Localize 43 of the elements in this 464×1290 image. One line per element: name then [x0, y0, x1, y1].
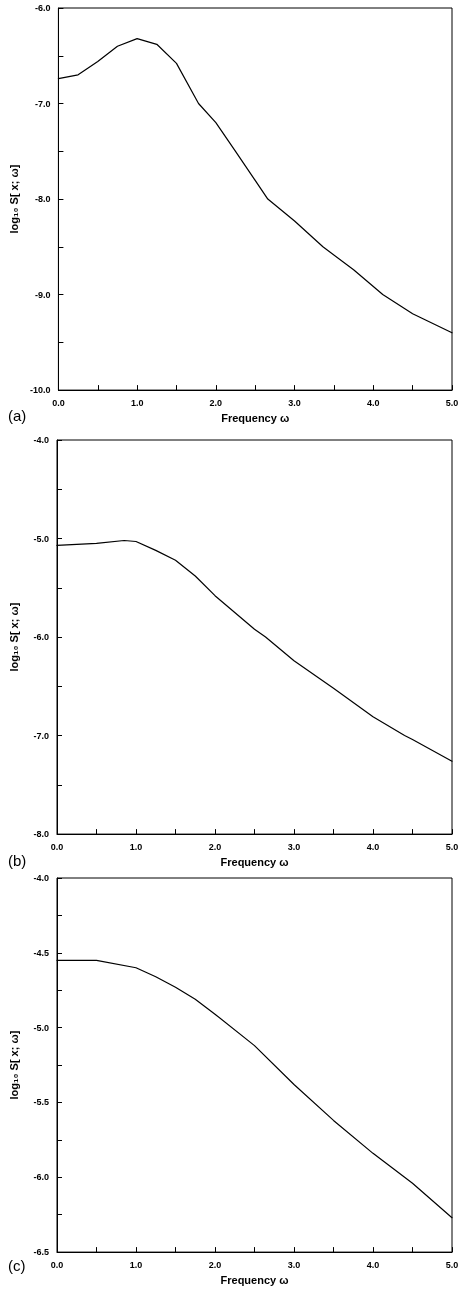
y-tick-label: -8.0 — [33, 829, 49, 840]
x-tick-label: 3.0 — [287, 841, 301, 852]
x-tick-label: 0.0 — [50, 841, 64, 852]
x-tick-label: 4.0 — [366, 1259, 380, 1270]
x-axis-title: Frequency ω — [221, 411, 290, 424]
x-tick-label: 2.0 — [208, 1259, 222, 1270]
y-axis-title: log₁₀ S[ x; ω] — [7, 164, 20, 234]
y-tick-label: -7.0 — [33, 730, 49, 741]
x-tick-label: 4.0 — [367, 397, 380, 408]
x-axis-title: Frequency ω — [220, 855, 289, 868]
x-tick-label: 3.0 — [287, 1259, 301, 1270]
x-tick-label: 2.0 — [208, 841, 222, 852]
x-tick-label: 0.0 — [50, 1259, 64, 1270]
x-tick-label: 0.0 — [52, 397, 65, 408]
x-tick-label: 4.0 — [366, 841, 380, 852]
x-tick-label: 1.0 — [130, 397, 144, 408]
text: (a) — [8, 407, 27, 424]
y-axis-title: log₁₀ S[ x; ω] — [7, 1030, 20, 1100]
x-axis-title: Frequency ω — [220, 1273, 289, 1286]
y-tick-label: -4.5 — [33, 947, 49, 958]
y-tick-label: -6.0 — [33, 1172, 49, 1183]
y-tick-label: -7.0 — [34, 98, 51, 109]
y-tick-label: -6.0 — [33, 632, 49, 643]
y-tick-label: -6.5 — [33, 1247, 49, 1258]
y-tick-label: -8.0 — [34, 194, 51, 205]
x-tick-label: 3.0 — [288, 397, 301, 408]
y-tick-label: -9.0 — [34, 289, 51, 300]
x-tick-label: 5.0 — [445, 397, 459, 408]
y-tick-label: -5.0 — [33, 1022, 49, 1033]
y-axis-title: log₁₀ S[ x; ω] — [7, 602, 20, 672]
y-tick-label: -6.0 — [34, 3, 51, 13]
x-tick-label: 5.0 — [445, 841, 459, 852]
y-tick-label: -5.0 — [33, 533, 49, 544]
y-tick-label: -4.0 — [33, 435, 49, 445]
y-tick-label: -5.5 — [33, 1097, 49, 1108]
x-tick-label: 1.0 — [129, 1259, 143, 1270]
text: (b) — [8, 852, 27, 869]
x-tick-label: 5.0 — [445, 1259, 459, 1270]
x-tick-label: 2.0 — [209, 397, 223, 408]
text: (c) — [8, 1257, 26, 1274]
y-tick-label: -4.0 — [33, 873, 49, 883]
y-tick-label: -10.0 — [29, 385, 51, 396]
x-tick-label: 1.0 — [129, 841, 143, 852]
